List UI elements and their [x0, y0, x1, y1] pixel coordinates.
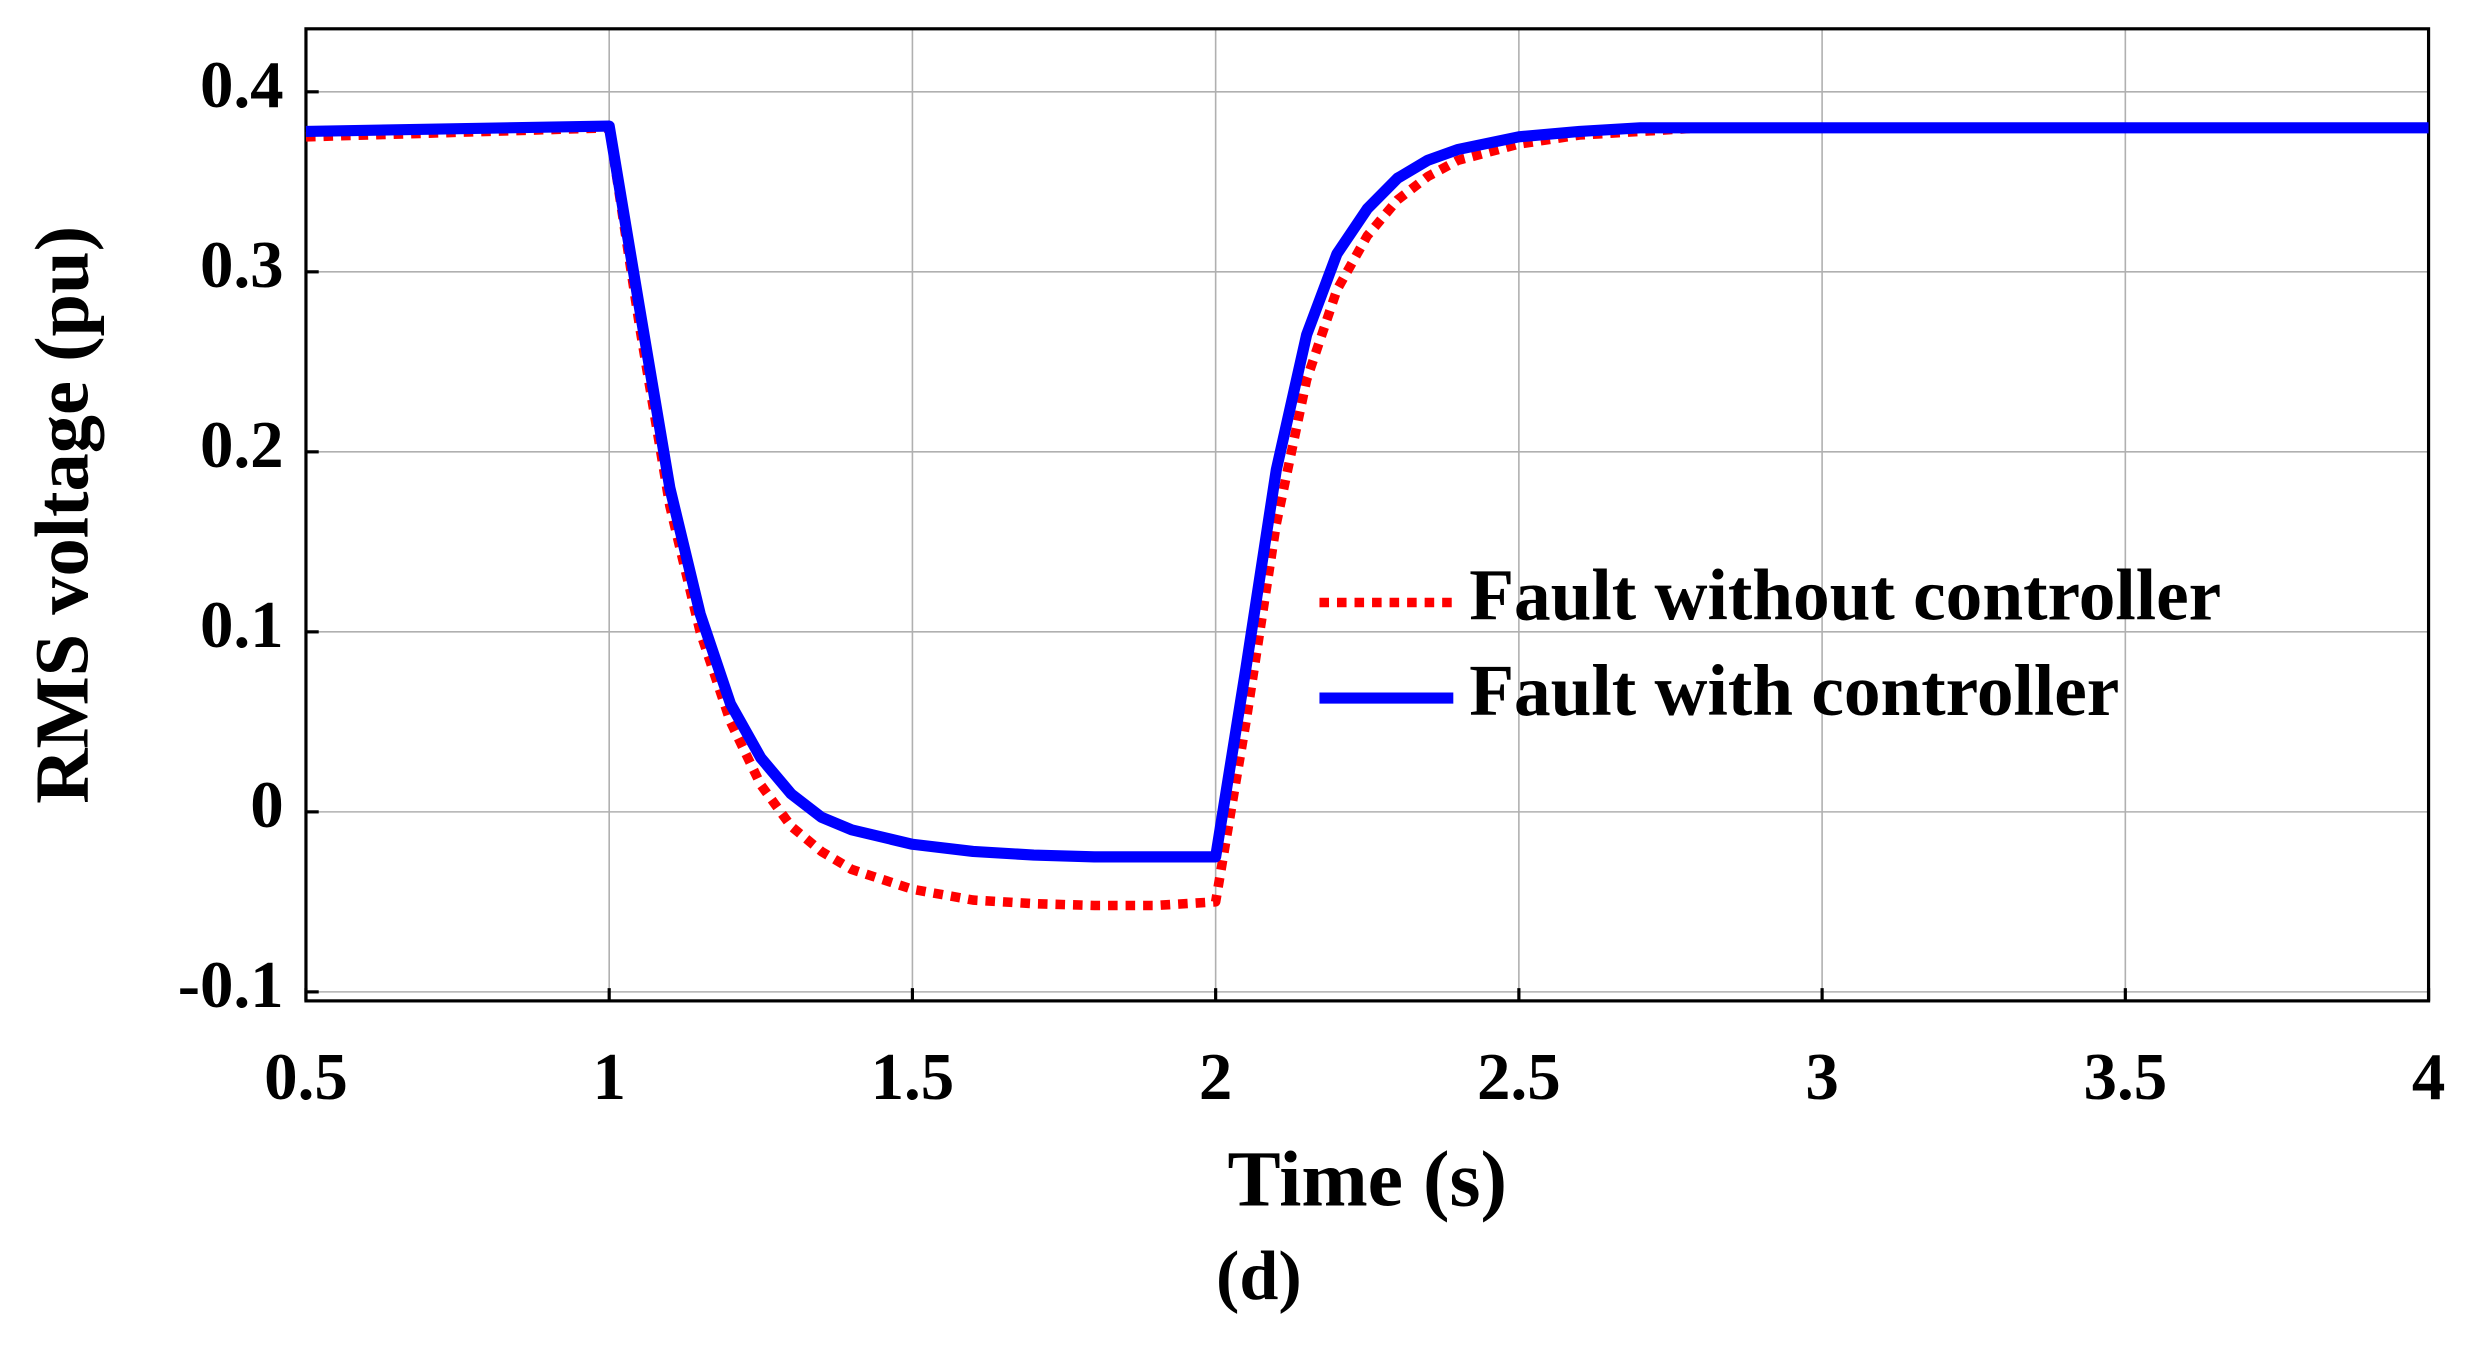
- x-tick-label: 1: [592, 1040, 625, 1114]
- x-tick-label: 1.5: [871, 1040, 955, 1114]
- y-axis-label: RMS voltage (pu): [20, 226, 105, 804]
- x-tick-label: 0.5: [264, 1040, 348, 1114]
- x-tick-label: 2.5: [1477, 1040, 1561, 1114]
- plot-frame: [304, 27, 2431, 1003]
- x-tick-label: 2: [1199, 1040, 1232, 1114]
- x-tick-label: 3.5: [2084, 1040, 2168, 1114]
- y-tick-label: 0.3: [200, 228, 284, 302]
- x-tick-label: 4: [2412, 1040, 2445, 1114]
- legend-label: Fault without controller: [1469, 554, 2221, 635]
- x-tick-label: 3: [1805, 1040, 1838, 1114]
- y-tick-label: 0.1: [200, 588, 284, 662]
- y-tick-label: 0.4: [200, 48, 284, 122]
- x-axis-label: Time (s): [1228, 1136, 1507, 1224]
- y-tick-label: 0: [250, 768, 283, 842]
- legend-label: Fault with controller: [1469, 650, 2119, 731]
- series-line: [305, 123, 2429, 911]
- series-line: [305, 120, 2429, 863]
- y-tick-label: -0.1: [178, 948, 284, 1022]
- caption: (d): [1216, 1238, 1302, 1315]
- y-tick-label: 0.2: [200, 408, 284, 482]
